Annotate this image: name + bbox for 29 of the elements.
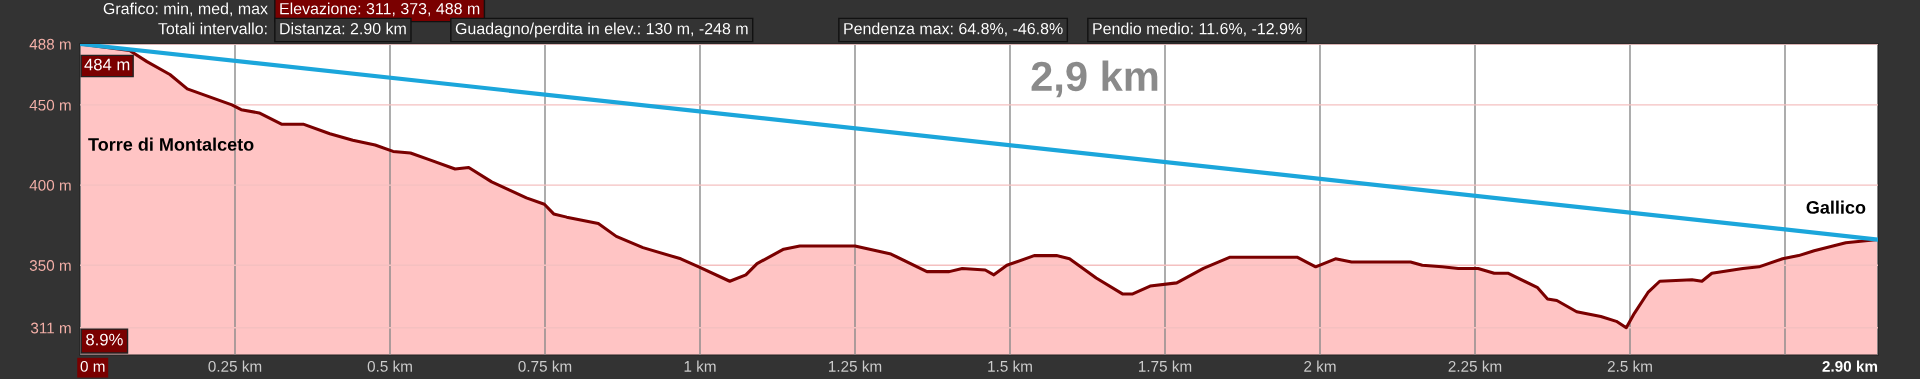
text: Grafico: min, med, max bbox=[103, 2, 268, 17]
text: Pendio medio: 11.6%, -12.9% bbox=[1093, 22, 1302, 37]
x-tick-label: 1.75 km bbox=[1138, 360, 1192, 372]
text: Elevazione: 311, 373, 488 m bbox=[280, 2, 480, 17]
annotation: 8.9% bbox=[86, 333, 123, 346]
text: Totali intervallo: bbox=[158, 22, 267, 35]
text: Distanza: 2.90 km bbox=[280, 22, 406, 35]
x-tick-label: 0 m bbox=[80, 360, 105, 372]
x-tick-label: 0.25 km bbox=[208, 360, 262, 372]
text: Pendenza max: 64.8%, -46.8% bbox=[844, 22, 1063, 37]
x-tick-label: 2 km bbox=[1304, 360, 1336, 372]
x-tick-label: 2.5 km bbox=[1607, 360, 1652, 372]
x-tick-label: 1 km bbox=[684, 360, 716, 372]
annotation: Torre di Montalceto bbox=[88, 137, 254, 151]
annotation: 484 m bbox=[84, 58, 130, 71]
y-tick-label: 350 m bbox=[29, 260, 71, 271]
x-tick-label: 1.5 km bbox=[988, 360, 1032, 372]
y-tick-label: 311 m bbox=[30, 322, 71, 334]
x-tick-label: 0.5 km bbox=[367, 360, 412, 372]
annotation: 2,9 km bbox=[1031, 60, 1158, 98]
x-tick-label: 2.90 km bbox=[1822, 360, 1878, 372]
y-tick-label: 488 m bbox=[29, 38, 71, 50]
y-tick-label: 450 m bbox=[29, 99, 71, 111]
x-tick-label: 1.25 km bbox=[828, 360, 882, 372]
annotation: Gallico bbox=[1806, 200, 1866, 214]
y-tick-label: 400 m bbox=[29, 179, 71, 191]
text: Guadagno/perdita in elev.: 130 m, -248 m bbox=[455, 22, 748, 38]
x-tick-label: 2.25 km bbox=[1448, 360, 1502, 372]
x-tick-label: 0.75 km bbox=[518, 360, 572, 372]
